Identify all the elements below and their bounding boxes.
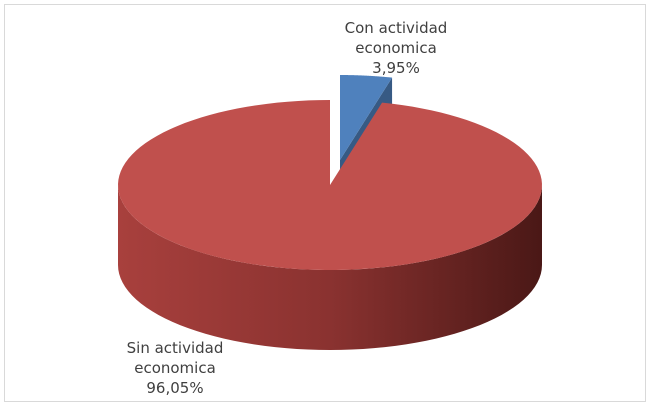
slice-label: Sin actividad economica 96,05% — [100, 338, 250, 398]
slice-side — [118, 185, 542, 350]
slice — [340, 75, 393, 160]
value-label: 96,05% — [146, 379, 204, 397]
slice-label: Con actividad economica 3,95% — [340, 18, 452, 78]
chart-frame — [4, 4, 646, 402]
category-label: Sin actividad economica — [126, 339, 224, 377]
slice — [118, 100, 542, 270]
value-label: 3,95% — [372, 59, 420, 77]
category-label: Con actividad economica — [344, 19, 448, 57]
